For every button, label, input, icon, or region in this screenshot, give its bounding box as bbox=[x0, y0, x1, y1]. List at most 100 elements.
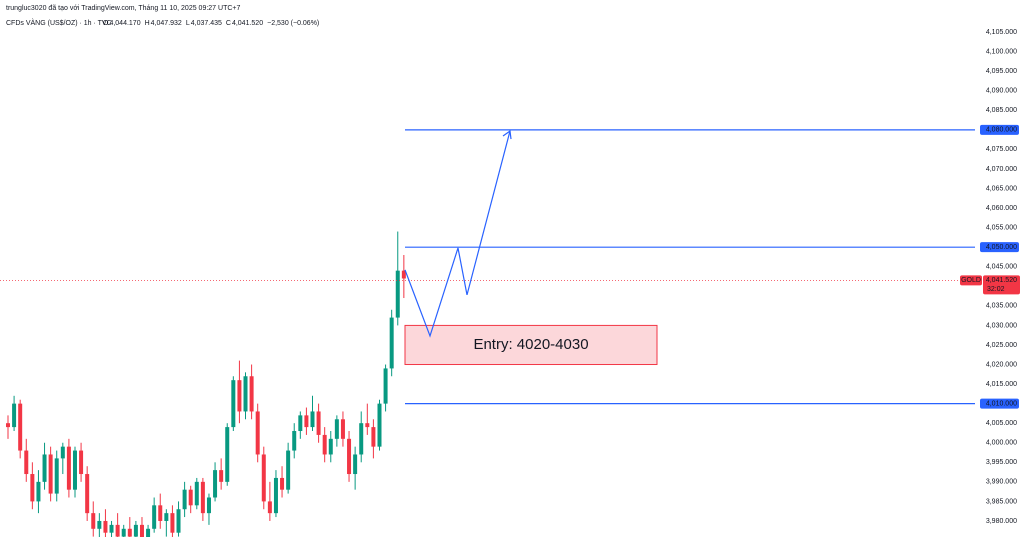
level-label: 4,010.000 bbox=[986, 400, 1017, 407]
candle-body bbox=[206, 497, 211, 514]
candle-body bbox=[188, 489, 193, 506]
y-tick-label: 4,015.000 bbox=[986, 381, 1017, 388]
level-label: 4,050.000 bbox=[986, 244, 1017, 251]
candle-body bbox=[280, 477, 285, 490]
level-tag bbox=[980, 242, 1019, 253]
y-tick-label: 4,045.000 bbox=[986, 264, 1017, 271]
candle-body bbox=[158, 505, 163, 521]
candle-body bbox=[194, 481, 199, 506]
y-tick-label: 4,005.000 bbox=[986, 420, 1017, 427]
y-tick-label: 3,995.000 bbox=[986, 459, 1017, 466]
plot: Entry: 4020-4030 bbox=[0, 129, 975, 537]
candle-body bbox=[298, 415, 303, 432]
candle-body bbox=[213, 470, 218, 498]
y-tick-label: 4,055.000 bbox=[986, 224, 1017, 231]
ohlc-value: 4,037.435 bbox=[191, 20, 222, 27]
candle-body bbox=[115, 524, 120, 537]
candle-body bbox=[401, 270, 406, 279]
ohlc-label: H bbox=[145, 20, 150, 27]
candle-body bbox=[170, 513, 175, 533]
price-tag bbox=[983, 275, 1020, 295]
candle-body bbox=[139, 524, 144, 537]
candle-body bbox=[79, 450, 84, 475]
ohlc: O 4,044.170 H 4,047.932 L 4,037.435 C 4,041.520… bbox=[103, 20, 319, 27]
ohlc-value: 4,041.520 bbox=[232, 20, 263, 27]
y-tick-label: 4,025.000 bbox=[986, 342, 1017, 349]
price-axis: 3,980.000 3,985.000 3,990.000 3,995.000 4,00… bbox=[960, 29, 1020, 525]
ohlc-label: C bbox=[226, 20, 231, 27]
candle-body bbox=[231, 380, 236, 428]
candle-body bbox=[91, 513, 96, 529]
price-label: 4,041.520 bbox=[986, 277, 1017, 284]
candle-body bbox=[42, 454, 47, 482]
candle-body bbox=[334, 419, 339, 439]
y-tick-label: 3,980.000 bbox=[986, 518, 1017, 525]
ohlc-label: O bbox=[103, 20, 109, 27]
y-tick-label: 4,000.000 bbox=[986, 440, 1017, 447]
symbol-tag bbox=[960, 275, 982, 286]
candle-body bbox=[249, 376, 254, 412]
candle-body bbox=[24, 450, 29, 475]
candle-body bbox=[316, 411, 321, 435]
candle-body bbox=[237, 380, 242, 412]
candle-body bbox=[267, 501, 272, 514]
y-tick-label: 3,985.000 bbox=[986, 498, 1017, 505]
candle-body bbox=[176, 509, 181, 533]
entry-zone bbox=[404, 324, 658, 366]
candle-body bbox=[127, 528, 132, 537]
candle-body bbox=[48, 454, 53, 494]
candle-body bbox=[322, 434, 327, 455]
candle-body bbox=[97, 520, 102, 529]
candle-body bbox=[85, 474, 90, 514]
y-tick-label: 4,100.000 bbox=[986, 48, 1017, 55]
y-tick-label: 4,020.000 bbox=[986, 361, 1017, 368]
candle-body bbox=[328, 438, 333, 455]
candle-body bbox=[371, 427, 376, 447]
candle-body bbox=[109, 524, 114, 533]
countdown-label: 32:02 bbox=[987, 286, 1005, 293]
candle-body bbox=[30, 474, 35, 502]
candle-body bbox=[383, 368, 388, 404]
y-tick-label: 4,075.000 bbox=[986, 146, 1017, 153]
y-tick-label: 4,070.000 bbox=[986, 166, 1017, 173]
y-tick-label: 4,060.000 bbox=[986, 205, 1017, 212]
level-label: 4,080.000 bbox=[986, 127, 1017, 134]
candle-body bbox=[146, 528, 151, 537]
ohlc-value: 4,047.932 bbox=[151, 20, 182, 27]
candle-body bbox=[395, 270, 400, 318]
candle-body bbox=[353, 454, 358, 475]
candle-body bbox=[219, 470, 224, 482]
y-tick-label: 4,095.000 bbox=[986, 68, 1017, 75]
symbol-label: GOLD bbox=[961, 277, 981, 284]
y-tick-label: 4,065.000 bbox=[986, 185, 1017, 192]
candle-body bbox=[255, 411, 260, 455]
candle-body bbox=[60, 446, 65, 459]
attribution: trungluc3020 đã tạo với TradingView.com,… bbox=[6, 5, 240, 12]
y-tick-label: 4,105.000 bbox=[986, 29, 1017, 36]
candle-body bbox=[6, 423, 10, 428]
y-tick-label: 4,090.000 bbox=[986, 88, 1017, 95]
level-tag bbox=[980, 124, 1019, 135]
candle-body bbox=[54, 458, 59, 494]
candle-body bbox=[225, 427, 230, 482]
candle-body bbox=[36, 481, 41, 502]
candle-body bbox=[12, 403, 17, 428]
candle-body bbox=[365, 423, 370, 428]
candle-body bbox=[310, 411, 315, 428]
candle-body bbox=[133, 524, 138, 537]
candle-body bbox=[152, 505, 157, 529]
candle-body bbox=[66, 446, 71, 490]
candle-body bbox=[243, 376, 248, 412]
level-tag bbox=[980, 398, 1019, 409]
y-tick-label: 3,990.000 bbox=[986, 479, 1017, 486]
candle-body bbox=[18, 403, 23, 451]
candle-body bbox=[359, 423, 364, 455]
ohlc-label: L bbox=[186, 20, 190, 27]
ohlc-value: 4,044.170 bbox=[109, 20, 140, 27]
candle-body bbox=[164, 513, 169, 521]
y-tick-label: 4,030.000 bbox=[986, 322, 1017, 329]
candle-body bbox=[286, 450, 291, 490]
candle-body bbox=[200, 481, 205, 514]
